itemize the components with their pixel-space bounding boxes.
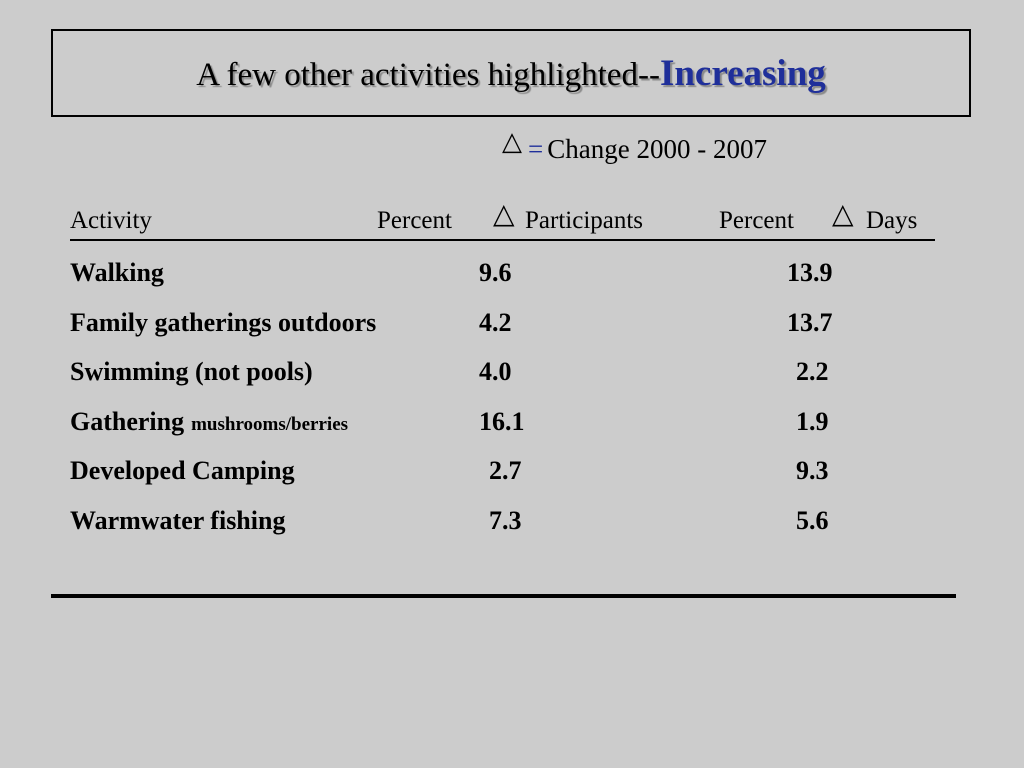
activity-cell: Swimming (not pools)	[70, 357, 313, 387]
title-main: A few other activities highlighted--	[196, 56, 660, 93]
activity-name: Swimming (not pools)	[70, 357, 313, 386]
table-row: Warmwater fishing 7.3 5.6	[70, 506, 950, 546]
slide-title: A few other activities highlighted--Incr…	[196, 52, 826, 95]
table-header: Activity Percent △ Participants Percent …	[70, 197, 935, 241]
activity-cell: Warmwater fishing	[70, 506, 285, 536]
header-activity: Activity	[70, 207, 152, 234]
activity-name: Family gatherings outdoors	[70, 307, 377, 337]
participants-change-cell: 2.7	[489, 456, 522, 485]
activity-cell: Developed Camping	[70, 456, 295, 486]
header-days: Days	[866, 207, 918, 234]
legend-equals: =	[528, 134, 544, 164]
delta-legend: △ = Change 2000 - 2007	[502, 127, 767, 165]
header-percent-participants: Percent	[377, 207, 452, 234]
table-row: Developed Camping 2.7 9.3	[70, 456, 950, 496]
activity-name: Walking	[70, 258, 164, 287]
activity-cell: Family gatherings outdoors	[70, 308, 376, 338]
participants-change-cell: 4.2	[479, 307, 512, 337]
participants-change-cell: 4.0	[479, 357, 512, 386]
days-change-cell: 5.6	[796, 505, 829, 535]
header-participants: Participants	[525, 207, 644, 234]
title-accent: Increasing	[659, 52, 826, 94]
delta-icon: △	[502, 127, 522, 157]
activity-name: Warmwater fishing	[70, 505, 286, 535]
activity-qualifier: mushrooms/berries	[191, 413, 349, 435]
delta-icon-participants: △	[493, 197, 515, 230]
table-row: Gathering mushrooms/berries 16.1 1.9	[70, 407, 950, 447]
days-change-cell: 1.9	[796, 406, 829, 436]
bottom-divider	[51, 594, 956, 598]
title-box: A few other activities highlighted--Incr…	[51, 29, 971, 117]
delta-icon-days: △	[832, 197, 854, 230]
days-change-cell: 9.3	[796, 456, 829, 485]
activity-name: Gathering	[70, 406, 185, 436]
participants-change-cell: 9.6	[479, 258, 512, 287]
participants-change-cell: 16.1	[479, 406, 525, 436]
days-change-cell: 13.7	[787, 307, 833, 337]
participants-change-cell: 7.3	[489, 505, 522, 535]
table-row: Family gatherings outdoors 4.2 13.7	[70, 308, 950, 348]
table-row: Walking 9.6 13.9	[70, 258, 950, 298]
days-change-cell: 13.9	[787, 258, 833, 287]
activity-name: Developed Camping	[70, 456, 295, 485]
header-percent-days: Percent	[719, 207, 794, 234]
activity-cell: Gathering mushrooms/berries	[70, 407, 348, 437]
days-change-cell: 2.2	[796, 357, 829, 386]
activity-cell: Walking	[70, 258, 164, 288]
table-row: Swimming (not pools) 4.0 2.2	[70, 357, 950, 397]
legend-text: Change 2000 - 2007	[547, 134, 767, 164]
